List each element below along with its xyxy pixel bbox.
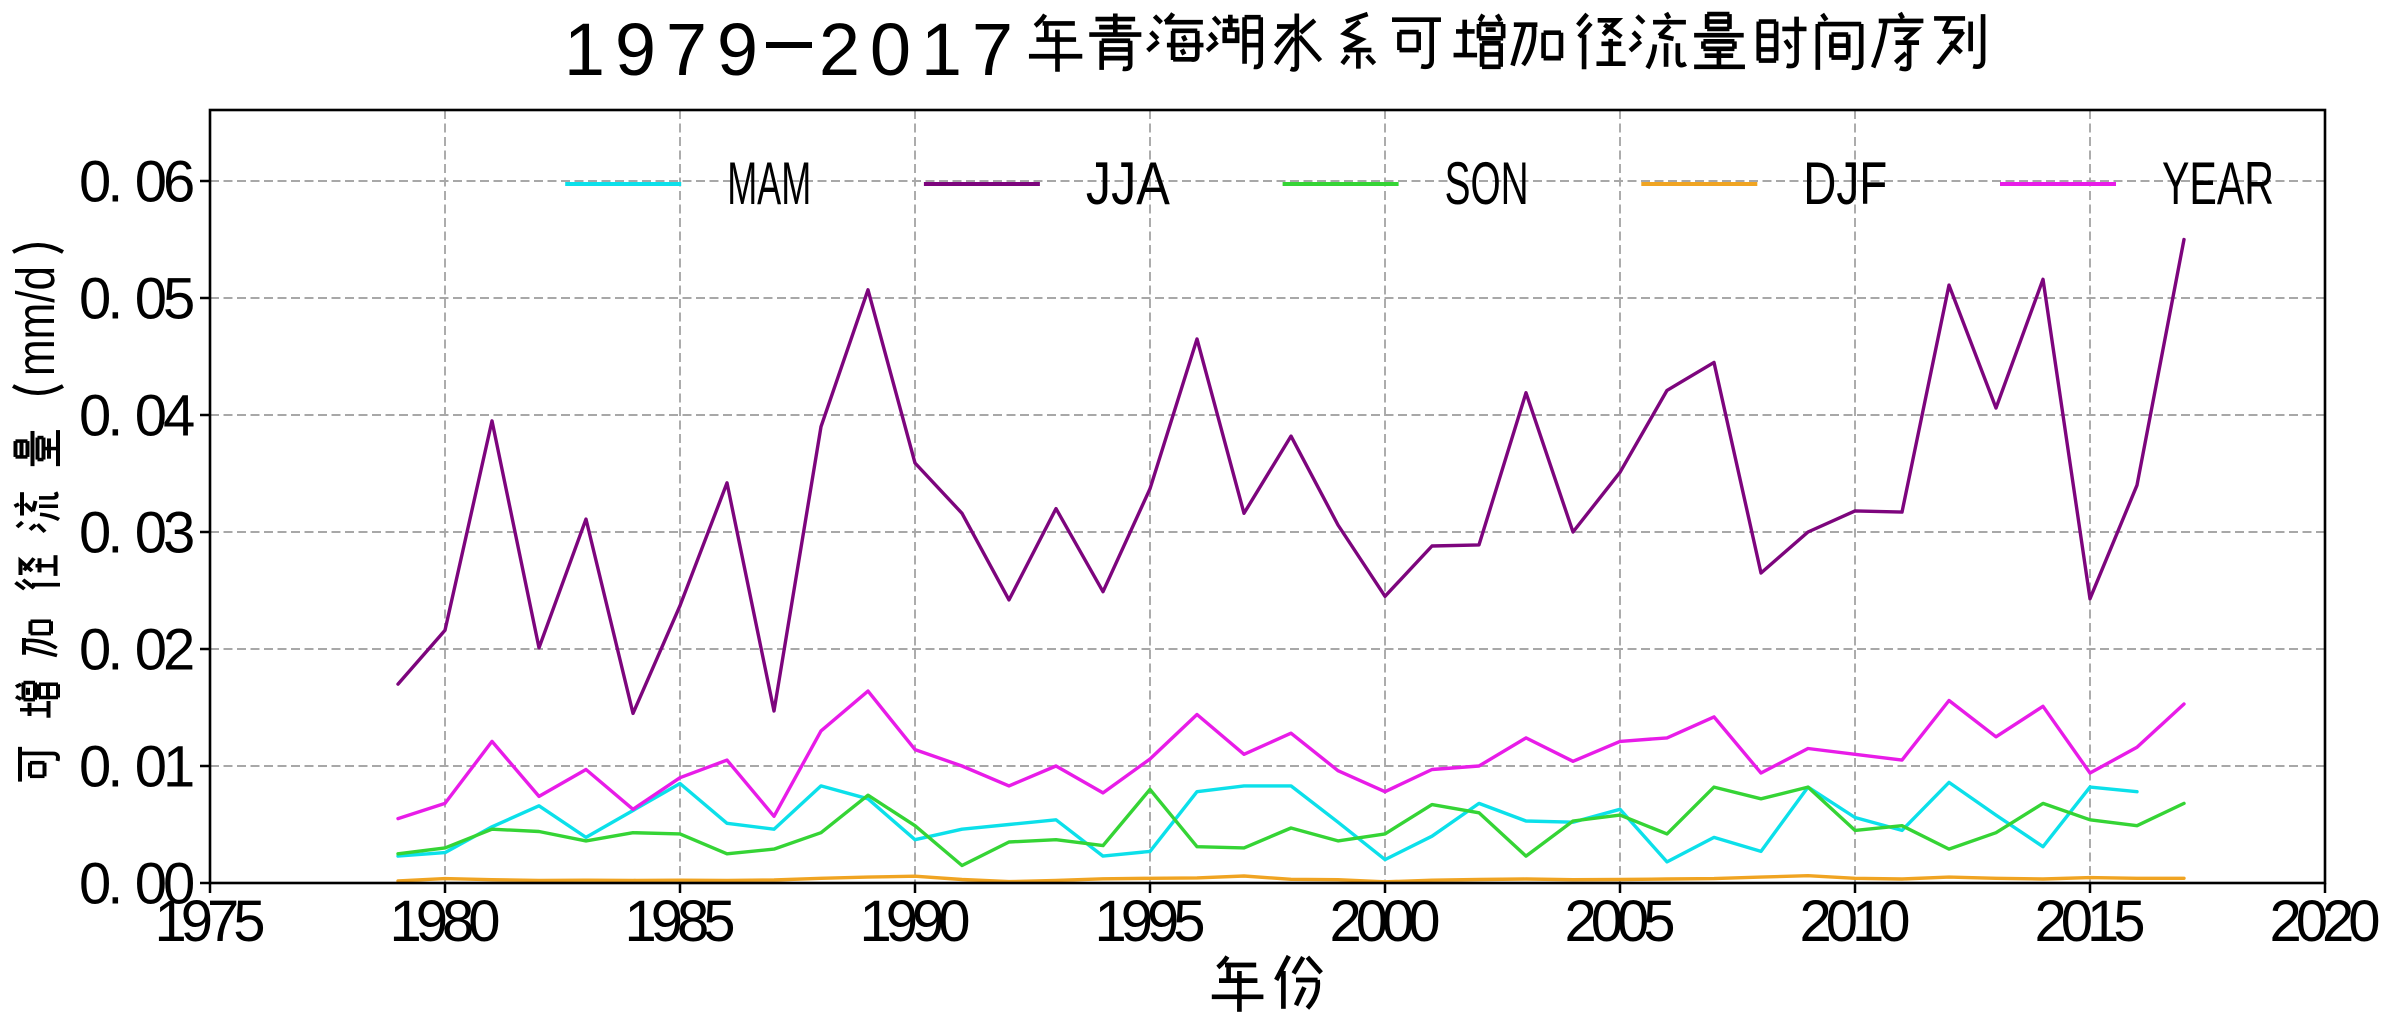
svg-text:9: 9 [717,8,758,91]
svg-text:0. 04: 0. 04 [79,384,194,449]
svg-text:2015: 2015 [2034,889,2143,954]
svg-text:mm/d: mm/d [6,266,66,376]
svg-text:SON: SON [1445,150,1529,217]
svg-text:9: 9 [615,8,656,91]
svg-text:0. 00: 0. 00 [79,852,193,917]
svg-text:0. 06: 0. 06 [79,150,193,215]
svg-text:1975: 1975 [154,889,263,954]
svg-text:7: 7 [972,8,1013,91]
svg-text:JJA: JJA [1086,150,1170,217]
svg-text:0: 0 [870,8,911,91]
svg-text:1990: 1990 [859,889,968,954]
svg-text:2000: 2000 [1329,889,1438,954]
svg-text:7: 7 [666,8,707,91]
svg-text:1: 1 [921,8,962,91]
svg-text:0. 01: 0. 01 [79,735,193,800]
svg-text:0. 02: 0. 02 [79,618,193,683]
svg-text:2020: 2020 [2269,889,2378,954]
svg-text:DJF: DJF [1803,150,1887,217]
svg-text:2010: 2010 [1799,889,1908,954]
svg-text:YEAR: YEAR [2162,150,2274,217]
svg-text:2: 2 [819,8,860,91]
svg-text:1980: 1980 [389,889,498,954]
svg-text:MAM: MAM [727,150,811,217]
svg-text:1: 1 [564,8,605,91]
svg-text:0. 05: 0. 05 [79,267,193,332]
svg-text:1985: 1985 [624,889,733,954]
svg-text:2005: 2005 [1564,889,1673,954]
svg-text:1995: 1995 [1094,889,1203,954]
svg-text:0. 03: 0. 03 [79,501,193,566]
